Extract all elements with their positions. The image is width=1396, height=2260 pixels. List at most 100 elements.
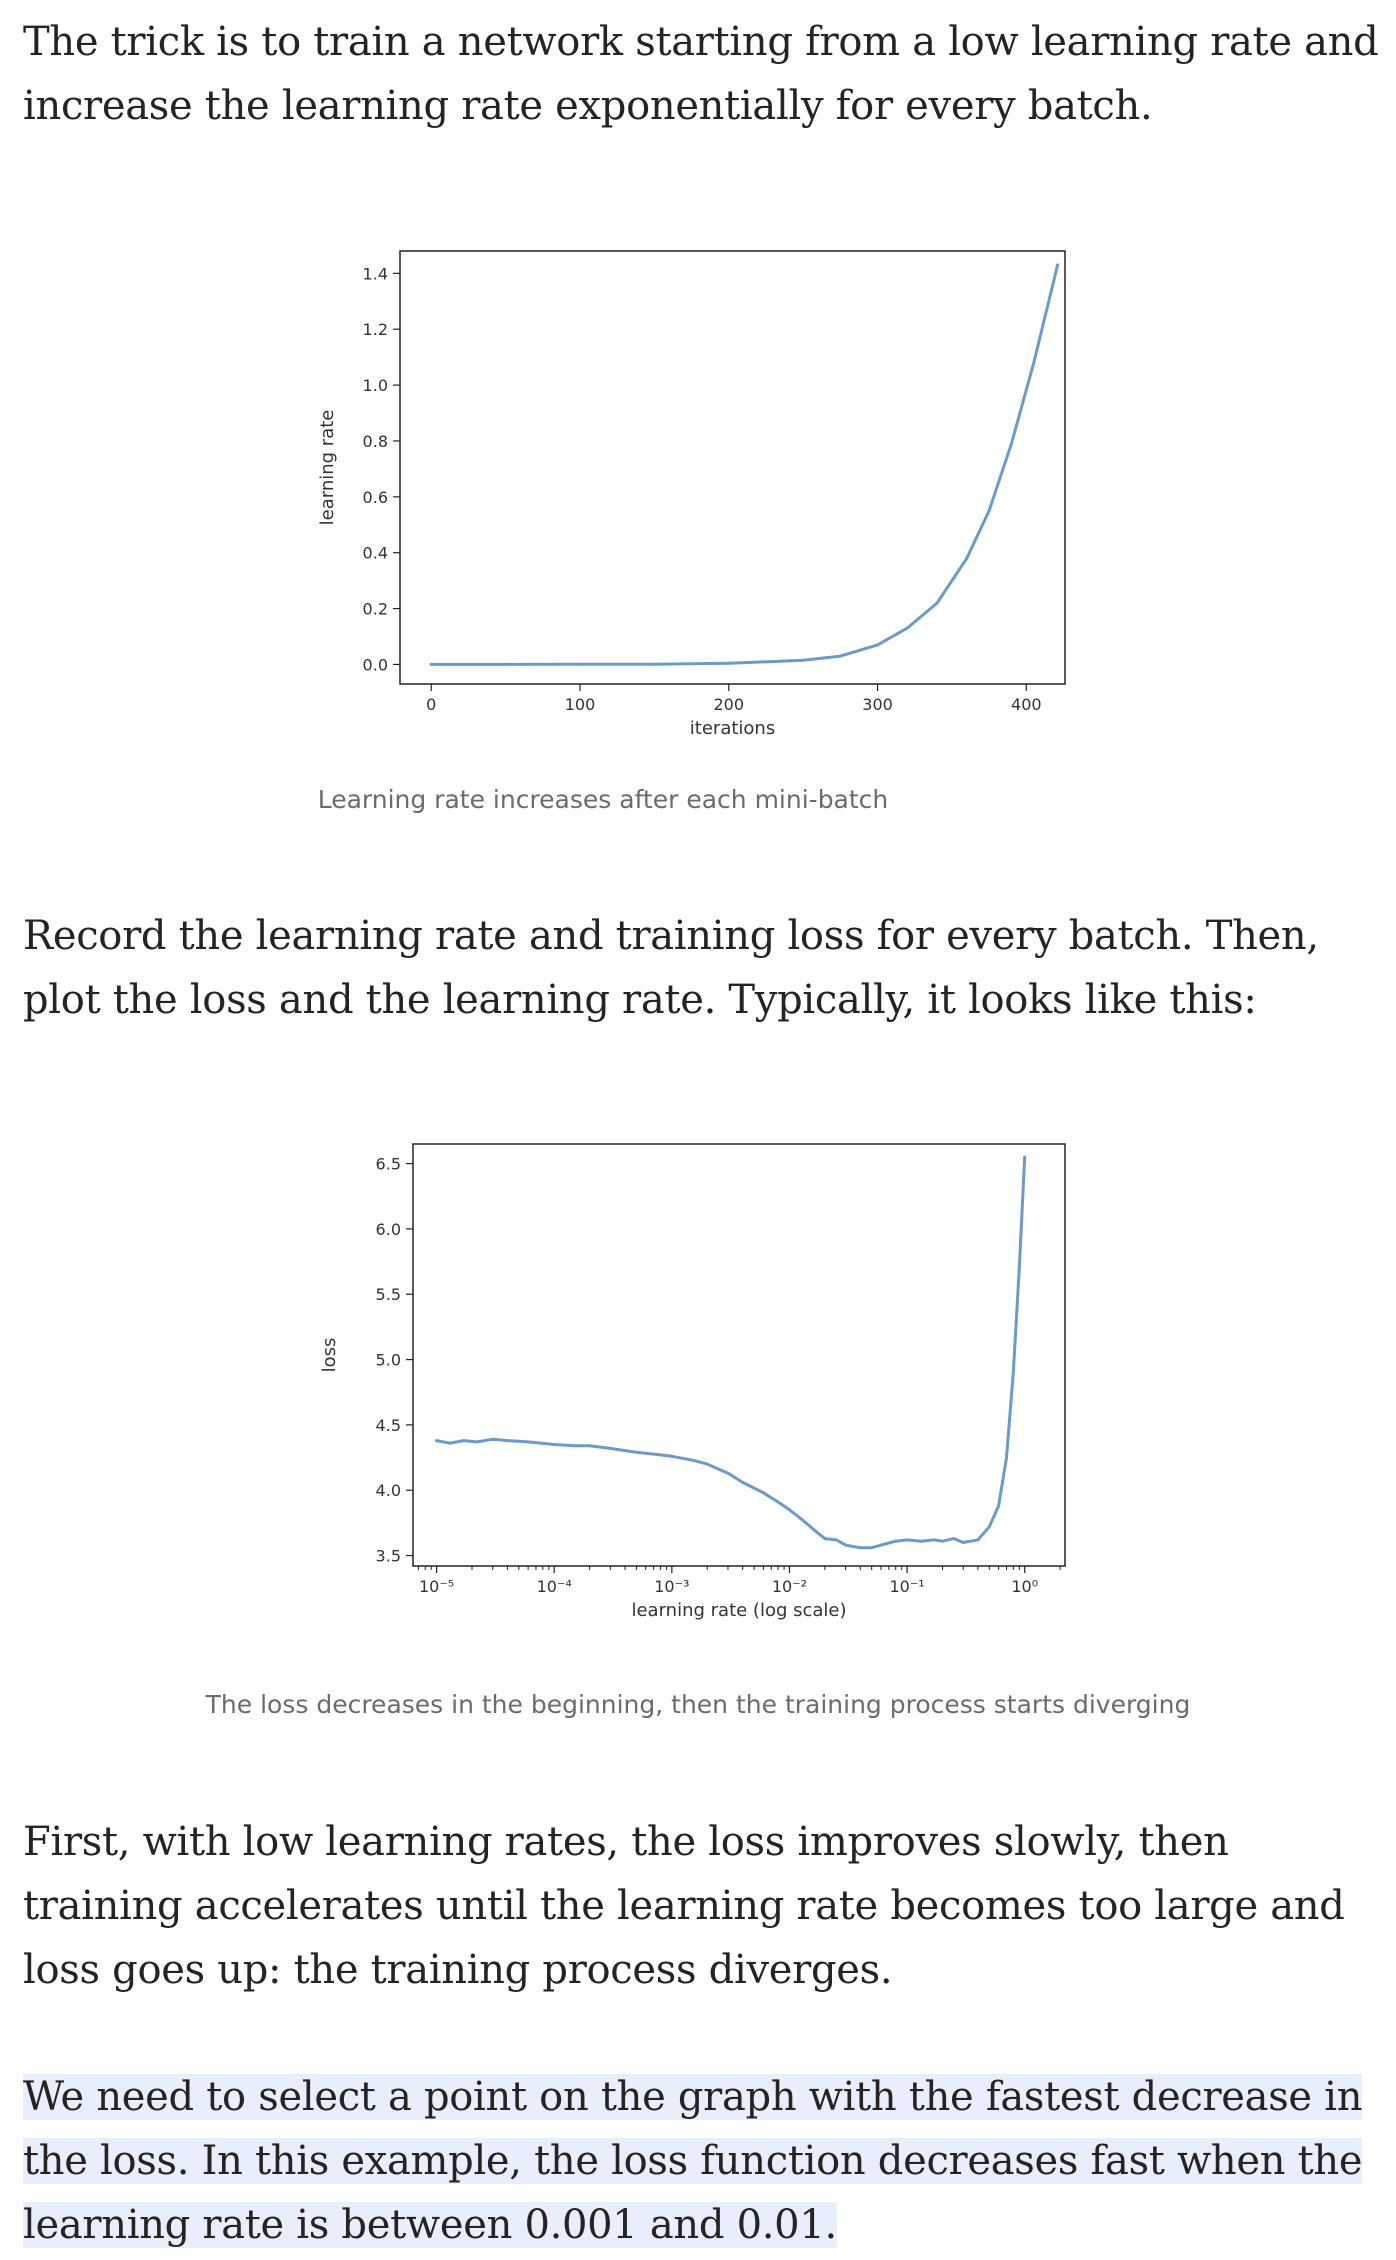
data-point <box>1017 1266 1021 1270</box>
data-point <box>608 1446 612 1450</box>
data-point <box>429 662 433 666</box>
y-tick-label: 0.8 <box>363 432 388 451</box>
x-axis-title: iterations <box>690 718 775 739</box>
loss-chart: 3.5 4.0 4.5 5.0 5.5 6.0 6.5 10⁻⁵ 10⁻⁴ 10⁻³ 10⁻² 10⁻… <box>319 1143 1066 1621</box>
data-point <box>1005 1456 1008 1460</box>
data-point <box>976 1538 980 1542</box>
intro-paragraph: The trick is to train a network starting… <box>23 19 1379 129</box>
y-axis-title: learning rate <box>317 410 338 526</box>
data-point <box>870 1546 874 1550</box>
x-tick-label: 200 <box>714 695 745 714</box>
data-point <box>505 1439 509 1443</box>
caption-loss-chart: The loss decreases in the beginning, the… <box>205 1690 1191 1719</box>
data-point <box>823 1537 827 1541</box>
data-point <box>905 626 909 630</box>
data-point <box>726 1471 730 1475</box>
x-axis-title: learning rate (log scale) <box>631 1600 846 1621</box>
y-tick-label: 1.0 <box>363 376 388 395</box>
data-point <box>435 1439 439 1443</box>
y-tick-label: 4.5 <box>376 1416 401 1435</box>
explanation-paragraph: First, with low learning rates, the loss… <box>23 1819 1345 1993</box>
x-tick-label: 100 <box>565 695 596 714</box>
data-point <box>905 1538 909 1542</box>
x-tick-label: 10⁻¹ <box>889 1577 924 1596</box>
record-paragraph: Record the learning rate and training lo… <box>23 913 1319 1023</box>
data-point <box>932 1538 936 1542</box>
data-point <box>801 1518 805 1522</box>
data-point <box>838 654 842 658</box>
data-point <box>475 1440 479 1444</box>
data-point <box>573 1444 577 1448</box>
data-point <box>691 1458 695 1462</box>
data-point <box>1023 1155 1027 1159</box>
learning-rate-chart: 0.0 0.2 0.4 0.6 0.8 1.0 1.2 1.4 0 100 200 300 400 ite… <box>317 250 1066 739</box>
data-point <box>1009 442 1013 446</box>
y-tick-label: 6.0 <box>376 1220 401 1239</box>
data-point <box>788 1508 791 1512</box>
x-tick-label: 10⁻⁵ <box>419 1577 454 1596</box>
series-line <box>435 1155 1027 1550</box>
caption-learning-rate-chart: Learning rate increases after each mini-… <box>317 785 889 814</box>
y-tick-label: 1.4 <box>363 264 388 283</box>
data-point <box>588 1444 592 1448</box>
data-point <box>776 1500 780 1504</box>
data-point <box>727 661 731 665</box>
y-tick-label: 4.0 <box>376 1481 401 1500</box>
x-tick-label: 0 <box>426 695 436 714</box>
data-point <box>815 1530 819 1534</box>
data-point <box>741 1480 745 1484</box>
plot-frame <box>399 250 1066 685</box>
data-point <box>801 658 805 662</box>
data-point <box>705 1462 709 1466</box>
y-axis-title: loss <box>319 1338 340 1373</box>
x-tick-label: 10⁰ <box>1011 1577 1038 1596</box>
y-tick-label: 0.0 <box>363 655 388 674</box>
x-tick-label: 300 <box>862 695 893 714</box>
y-tick-label: 0.2 <box>363 600 388 619</box>
data-point <box>462 1439 466 1443</box>
data-point <box>761 1491 765 1495</box>
data-point <box>1011 1371 1015 1375</box>
data-point <box>834 1538 838 1542</box>
y-tick-label: 0.4 <box>363 544 388 563</box>
x-tick-label: 10⁻³ <box>654 1577 689 1596</box>
data-point <box>987 509 991 513</box>
data-point <box>961 1541 965 1544</box>
highlighted-text: We need to select a point on the graph w… <box>23 2074 1363 2248</box>
x-tick-label: 10⁻⁴ <box>537 1577 572 1596</box>
y-tick-label: 0.6 <box>363 488 388 507</box>
data-point <box>652 662 656 666</box>
data-point <box>952 1537 956 1541</box>
y-tick-label: 3.5 <box>376 1547 401 1566</box>
data-point <box>965 556 969 560</box>
data-point <box>935 601 939 605</box>
x-tick-label: 10⁻² <box>772 1577 807 1596</box>
data-point <box>491 1437 495 1441</box>
data-point <box>1032 361 1036 365</box>
data-point <box>876 643 880 647</box>
conclusion-paragraph: We need to select a point on the graph w… <box>23 2065 1383 2257</box>
y-tick-label: 6.5 <box>376 1155 401 1174</box>
data-point <box>987 1525 991 1529</box>
y-tick-label: 5.5 <box>376 1285 401 1304</box>
data-point <box>659 1453 662 1457</box>
y-tick-label: 1.2 <box>363 320 388 339</box>
x-tick-label: 400 <box>1011 695 1042 714</box>
series-line <box>429 263 1060 666</box>
data-point <box>670 1454 674 1458</box>
data-point <box>858 1546 862 1550</box>
data-point <box>997 1504 1001 1508</box>
data-point <box>919 1539 922 1543</box>
data-point <box>894 1539 898 1543</box>
data-point <box>844 1543 848 1547</box>
data-point <box>879 1543 883 1547</box>
data-point <box>1056 263 1060 267</box>
y-tick-label: 5.0 <box>376 1351 401 1370</box>
plot-frame <box>412 1143 1066 1567</box>
data-point <box>504 662 508 666</box>
data-point <box>448 1441 452 1445</box>
data-point <box>634 1450 638 1454</box>
data-point <box>578 662 582 666</box>
data-point <box>526 1440 530 1444</box>
data-point <box>552 1443 556 1446</box>
